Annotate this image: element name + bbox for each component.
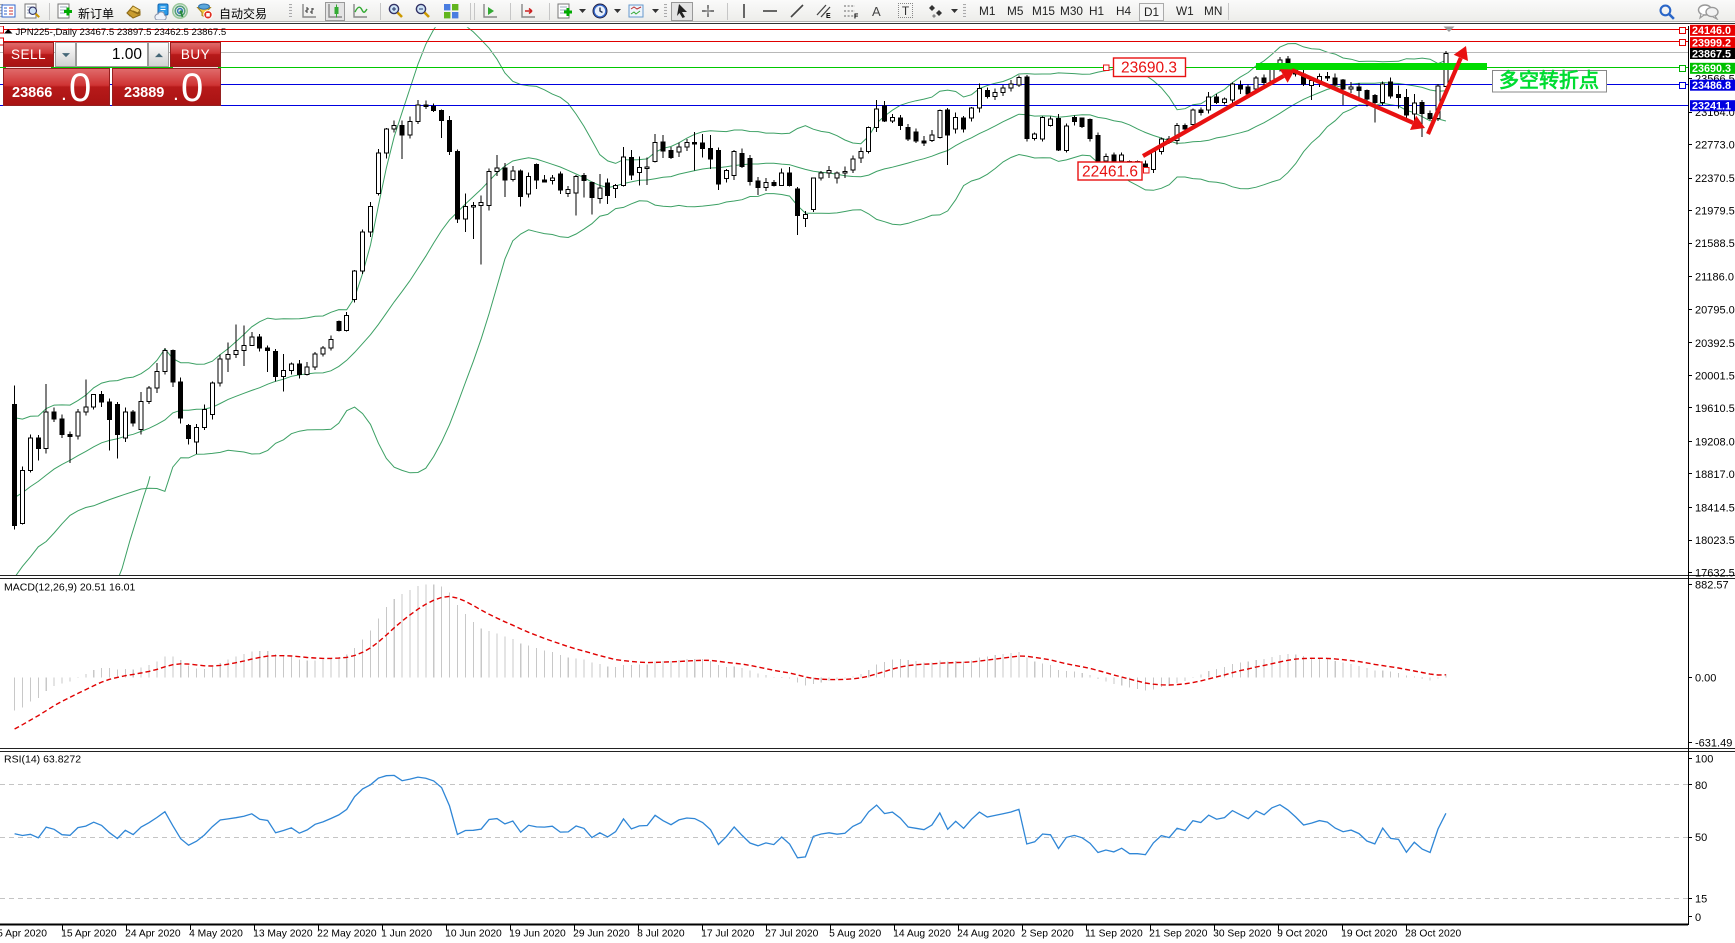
svg-text:0.00: 0.00 <box>1695 672 1716 684</box>
svg-text:22 May 2020: 22 May 2020 <box>317 929 377 940</box>
svg-text:15: 15 <box>1695 893 1707 905</box>
svg-text:9 Oct 2020: 9 Oct 2020 <box>1277 929 1328 940</box>
svg-text:19 Oct 2020: 19 Oct 2020 <box>1341 929 1397 940</box>
svg-text:21979.5: 21979.5 <box>1695 206 1735 218</box>
svg-text:23690.3: 23690.3 <box>1121 60 1177 77</box>
svg-text:4 May 2020: 4 May 2020 <box>189 929 243 940</box>
svg-text:19 Jun 2020: 19 Jun 2020 <box>509 929 566 940</box>
svg-text:13 May 2020: 13 May 2020 <box>253 929 313 940</box>
svg-text:JPN225-,Daily 23467.5 23897.5: JPN225-,Daily 23467.5 23897.5 23462.5 23… <box>16 27 227 38</box>
svg-text:5 Aug 2020: 5 Aug 2020 <box>829 929 881 940</box>
svg-text:0: 0 <box>1695 912 1701 924</box>
svg-text:RSI(14) 63.8272: RSI(14) 63.8272 <box>4 754 81 766</box>
svg-text:882.57: 882.57 <box>1695 579 1729 591</box>
svg-text:24 Aug 2020: 24 Aug 2020 <box>957 929 1015 940</box>
svg-text:18817.0: 18817.0 <box>1695 469 1735 481</box>
svg-text:24 Apr 2020: 24 Apr 2020 <box>125 929 181 940</box>
svg-text:28 Oct 2020: 28 Oct 2020 <box>1405 929 1461 940</box>
svg-text:14 Aug 2020: 14 Aug 2020 <box>893 929 951 940</box>
svg-text:23999.2: 23999.2 <box>1692 37 1731 49</box>
svg-text:100: 100 <box>1695 753 1713 765</box>
svg-text:23867.5: 23867.5 <box>1692 48 1731 60</box>
svg-text:19208.0: 19208.0 <box>1695 436 1735 448</box>
svg-text:MACD(12,26,9) 20.51 16.01: MACD(12,26,9) 20.51 16.01 <box>4 582 135 594</box>
svg-text:24146.0: 24146.0 <box>1692 25 1731 37</box>
svg-text:8 Jul 2020: 8 Jul 2020 <box>637 929 685 940</box>
svg-text:30 Sep 2020: 30 Sep 2020 <box>1213 929 1272 940</box>
svg-text:20001.5: 20001.5 <box>1695 370 1735 382</box>
svg-text:80: 80 <box>1695 780 1707 792</box>
svg-text:10 Jun 2020: 10 Jun 2020 <box>445 929 502 940</box>
svg-text:20392.5: 20392.5 <box>1695 338 1735 350</box>
svg-text:23241.1: 23241.1 <box>1692 101 1731 113</box>
svg-text:22461.6: 22461.6 <box>1082 164 1138 181</box>
svg-text:27 Jul 2020: 27 Jul 2020 <box>765 929 819 940</box>
svg-text:29 Jun 2020: 29 Jun 2020 <box>573 929 630 940</box>
svg-text:21 Sep 2020: 21 Sep 2020 <box>1149 929 1208 940</box>
svg-text:18414.5: 18414.5 <box>1695 503 1735 515</box>
svg-text:18023.5: 18023.5 <box>1695 535 1735 547</box>
svg-text:2 Sep 2020: 2 Sep 2020 <box>1021 929 1074 940</box>
svg-text:15 Apr 2020: 15 Apr 2020 <box>61 929 117 940</box>
svg-text:22370.5: 22370.5 <box>1695 173 1735 185</box>
svg-text:17 Jul 2020: 17 Jul 2020 <box>701 929 755 940</box>
svg-text:23486.8: 23486.8 <box>1692 80 1731 92</box>
svg-text:20795.0: 20795.0 <box>1695 304 1735 316</box>
svg-text:21186.0: 21186.0 <box>1695 272 1734 284</box>
svg-text:多空转折点: 多空转折点 <box>1499 68 1599 92</box>
svg-text:5 Apr 2020: 5 Apr 2020 <box>0 929 47 940</box>
svg-text:23690.3: 23690.3 <box>1692 63 1731 75</box>
svg-text:19610.5: 19610.5 <box>1695 403 1735 415</box>
svg-text:21588.5: 21588.5 <box>1695 238 1735 250</box>
svg-text:22773.0: 22773.0 <box>1695 140 1735 152</box>
svg-text:E: E <box>826 13 831 20</box>
svg-text:-631.49: -631.49 <box>1695 738 1732 750</box>
svg-text:1 Jun 2020: 1 Jun 2020 <box>381 929 432 940</box>
svg-text:17632.5: 17632.5 <box>1695 568 1735 580</box>
svg-text:F: F <box>854 14 859 21</box>
svg-text:11 Sep 2020: 11 Sep 2020 <box>1085 929 1143 940</box>
svg-text:50: 50 <box>1695 832 1707 844</box>
